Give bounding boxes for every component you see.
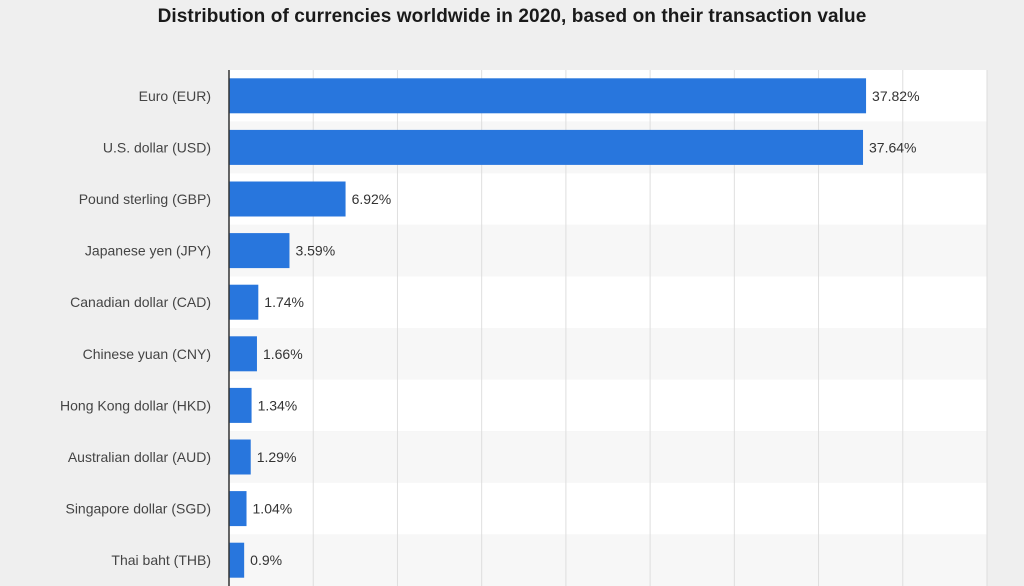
data-label: 1.29%	[257, 449, 297, 465]
row-band	[229, 482, 987, 535]
category-label: Thai baht (THB)	[111, 552, 211, 568]
row-band	[229, 224, 987, 277]
category-label: Pound sterling (GBP)	[79, 191, 211, 207]
category-label: Japanese yen (JPY)	[85, 243, 211, 259]
category-label: Chinese yuan (CNY)	[83, 346, 211, 362]
bar	[229, 336, 257, 372]
category-label: Australian dollar (AUD)	[68, 449, 211, 465]
data-label: 37.82%	[872, 88, 919, 104]
bar	[229, 233, 290, 269]
bar	[229, 181, 346, 217]
row-band	[229, 328, 987, 380]
bar	[229, 284, 259, 320]
data-label: 6.92%	[352, 191, 392, 207]
data-label: 1.04%	[253, 501, 293, 517]
row-band	[229, 431, 987, 483]
data-label: 1.74%	[264, 294, 304, 310]
bar	[229, 129, 864, 165]
data-label: 1.34%	[258, 397, 298, 413]
bar	[229, 542, 245, 578]
data-label: 0.9%	[250, 552, 282, 568]
chart-title: Distribution of currencies worldwide in …	[157, 6, 867, 27]
data-label: 3.59%	[295, 243, 335, 259]
bar	[229, 439, 251, 475]
bar	[229, 78, 867, 114]
bar	[229, 387, 252, 423]
data-label: 37.64%	[869, 139, 916, 155]
bar	[229, 491, 247, 527]
category-label: U.S. dollar (USD)	[103, 139, 211, 155]
category-label: Canadian dollar (CAD)	[70, 294, 211, 310]
row-band	[229, 276, 987, 328]
data-label: 1.66%	[263, 346, 303, 362]
row-band	[229, 173, 987, 225]
category-label: Euro (EUR)	[139, 88, 211, 104]
row-band	[229, 379, 987, 432]
row-band	[229, 534, 987, 586]
category-label: Hong Kong dollar (HKD)	[60, 397, 211, 413]
category-label: Singapore dollar (SGD)	[65, 501, 211, 517]
